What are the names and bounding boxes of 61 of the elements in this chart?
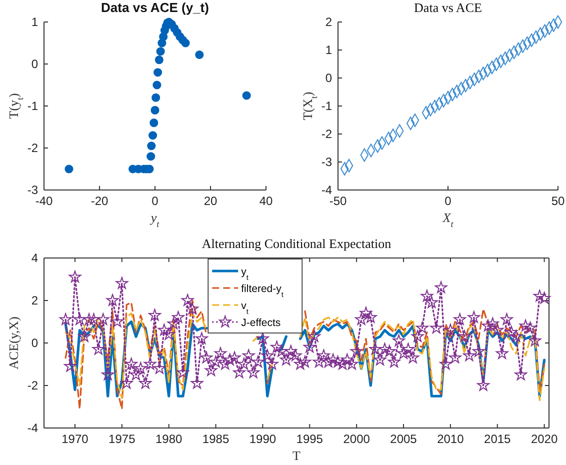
y-tick-label: 0 — [31, 57, 38, 71]
y-tick-label: -3 — [27, 183, 38, 197]
point — [181, 38, 190, 48]
x-axis-title: X$_{t}$ — [442, 210, 454, 229]
x-tick-label: 1970 — [62, 432, 89, 446]
y-tick-label: -4 — [321, 183, 332, 197]
x-tick-label: 1980 — [155, 432, 183, 446]
point — [154, 56, 164, 64]
legend-label: v$_{t}$ — [241, 300, 248, 316]
x-tick-label: 2005 — [390, 432, 418, 446]
x-tick-label: 40 — [259, 194, 273, 208]
y-tick-label: -1 — [27, 99, 38, 113]
x-tick-label: 2010 — [437, 432, 464, 446]
chart-title: Alternating Conditional Expectation — [202, 236, 392, 251]
y-tick-label: 0 — [325, 71, 332, 85]
chart-title: Data vs ACE — [414, 0, 482, 15]
legend-label: y$_{t}$ — [241, 266, 248, 282]
point — [195, 50, 204, 60]
point — [150, 118, 158, 128]
chart-title: Data vs ACE (y_t) — [101, 0, 209, 15]
x-tick-label: 20 — [204, 194, 218, 208]
x-tick-label: -40 — [35, 194, 53, 208]
x-tick-label: 2000 — [343, 432, 370, 446]
point — [64, 164, 74, 174]
x-tick-label: 50 — [551, 194, 565, 208]
point — [150, 106, 160, 114]
x-axis-title: y$_{t}$ — [148, 210, 160, 229]
x-tick-label: 1990 — [249, 432, 276, 446]
x-tick-label: 0 — [152, 194, 159, 208]
point — [156, 47, 165, 56]
x-tick-label: -20 — [90, 194, 108, 208]
y-tick-label: -4 — [27, 421, 38, 435]
x-tick-label: 1995 — [296, 432, 324, 446]
point — [148, 131, 158, 140]
point — [153, 68, 162, 77]
x-tick-label: 2020 — [530, 432, 558, 446]
y-axis-title: ACE(y,X) — [6, 316, 21, 370]
point — [152, 80, 162, 90]
x-tick-label: 0 — [444, 194, 452, 208]
y-tick-label: -1 — [321, 99, 332, 113]
y-tick-label: -2 — [27, 141, 38, 155]
legend-label: filtered-y$_{t}$ — [241, 283, 284, 298]
x-tick-label: -50 — [329, 194, 347, 208]
point — [146, 152, 156, 161]
y-tick-label: -2 — [321, 127, 332, 141]
point — [242, 91, 251, 100]
y-tick-label: 1 — [31, 15, 38, 29]
y-tick-label: -3 — [321, 155, 332, 169]
x-tick-label: 1985 — [202, 432, 230, 446]
y-tick-label: 2 — [31, 294, 38, 308]
x-axis-title: T — [292, 448, 301, 463]
x-tick-label: 1975 — [108, 432, 136, 446]
y-tick-label: 4 — [31, 251, 38, 265]
point — [147, 142, 156, 150]
y-tick-label: 0 — [31, 336, 38, 350]
point — [152, 93, 160, 102]
y-tick-label: 2 — [325, 15, 332, 29]
legend-label: J-effects — [241, 317, 281, 329]
x-tick-label: 2015 — [484, 432, 512, 446]
y-tick-label: 1 — [325, 43, 332, 57]
y-tick-label: -2 — [27, 378, 38, 392]
